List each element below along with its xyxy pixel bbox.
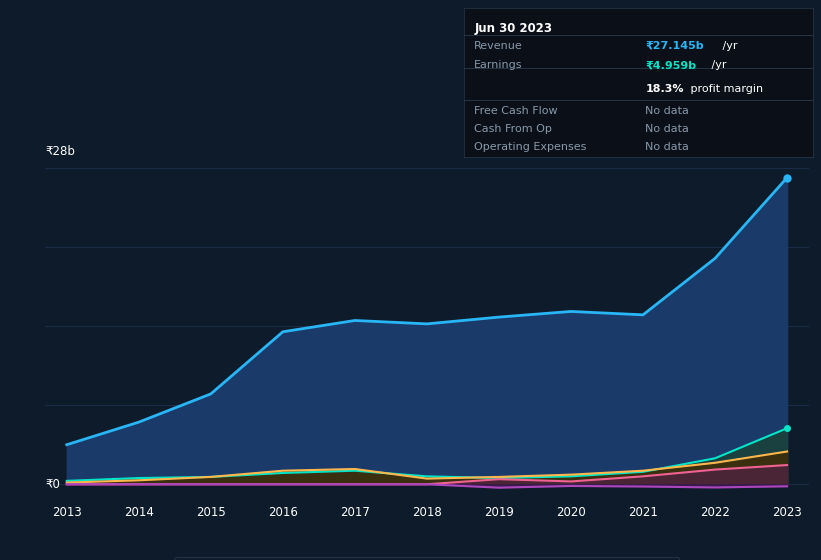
Text: Free Cash Flow: Free Cash Flow: [475, 106, 558, 116]
Text: ₹0: ₹0: [45, 478, 60, 491]
Text: No data: No data: [645, 124, 689, 134]
Text: No data: No data: [645, 106, 689, 116]
Text: Earnings: Earnings: [475, 60, 523, 71]
Text: Revenue: Revenue: [475, 41, 523, 51]
Text: Operating Expenses: Operating Expenses: [475, 142, 587, 152]
Text: ₹27.145b: ₹27.145b: [645, 41, 704, 51]
Text: Jun 30 2023: Jun 30 2023: [475, 22, 553, 35]
Text: profit margin: profit margin: [687, 84, 764, 94]
Text: 18.3%: 18.3%: [645, 84, 684, 94]
Legend: Revenue, Earnings, Free Cash Flow, Cash From Op, Operating Expenses: Revenue, Earnings, Free Cash Flow, Cash …: [174, 557, 680, 560]
Text: /yr: /yr: [708, 60, 727, 71]
Text: ₹4.959b: ₹4.959b: [645, 60, 696, 71]
Text: No data: No data: [645, 142, 689, 152]
Text: /yr: /yr: [718, 41, 737, 51]
Text: ₹28b: ₹28b: [45, 146, 75, 158]
Text: Cash From Op: Cash From Op: [475, 124, 553, 134]
